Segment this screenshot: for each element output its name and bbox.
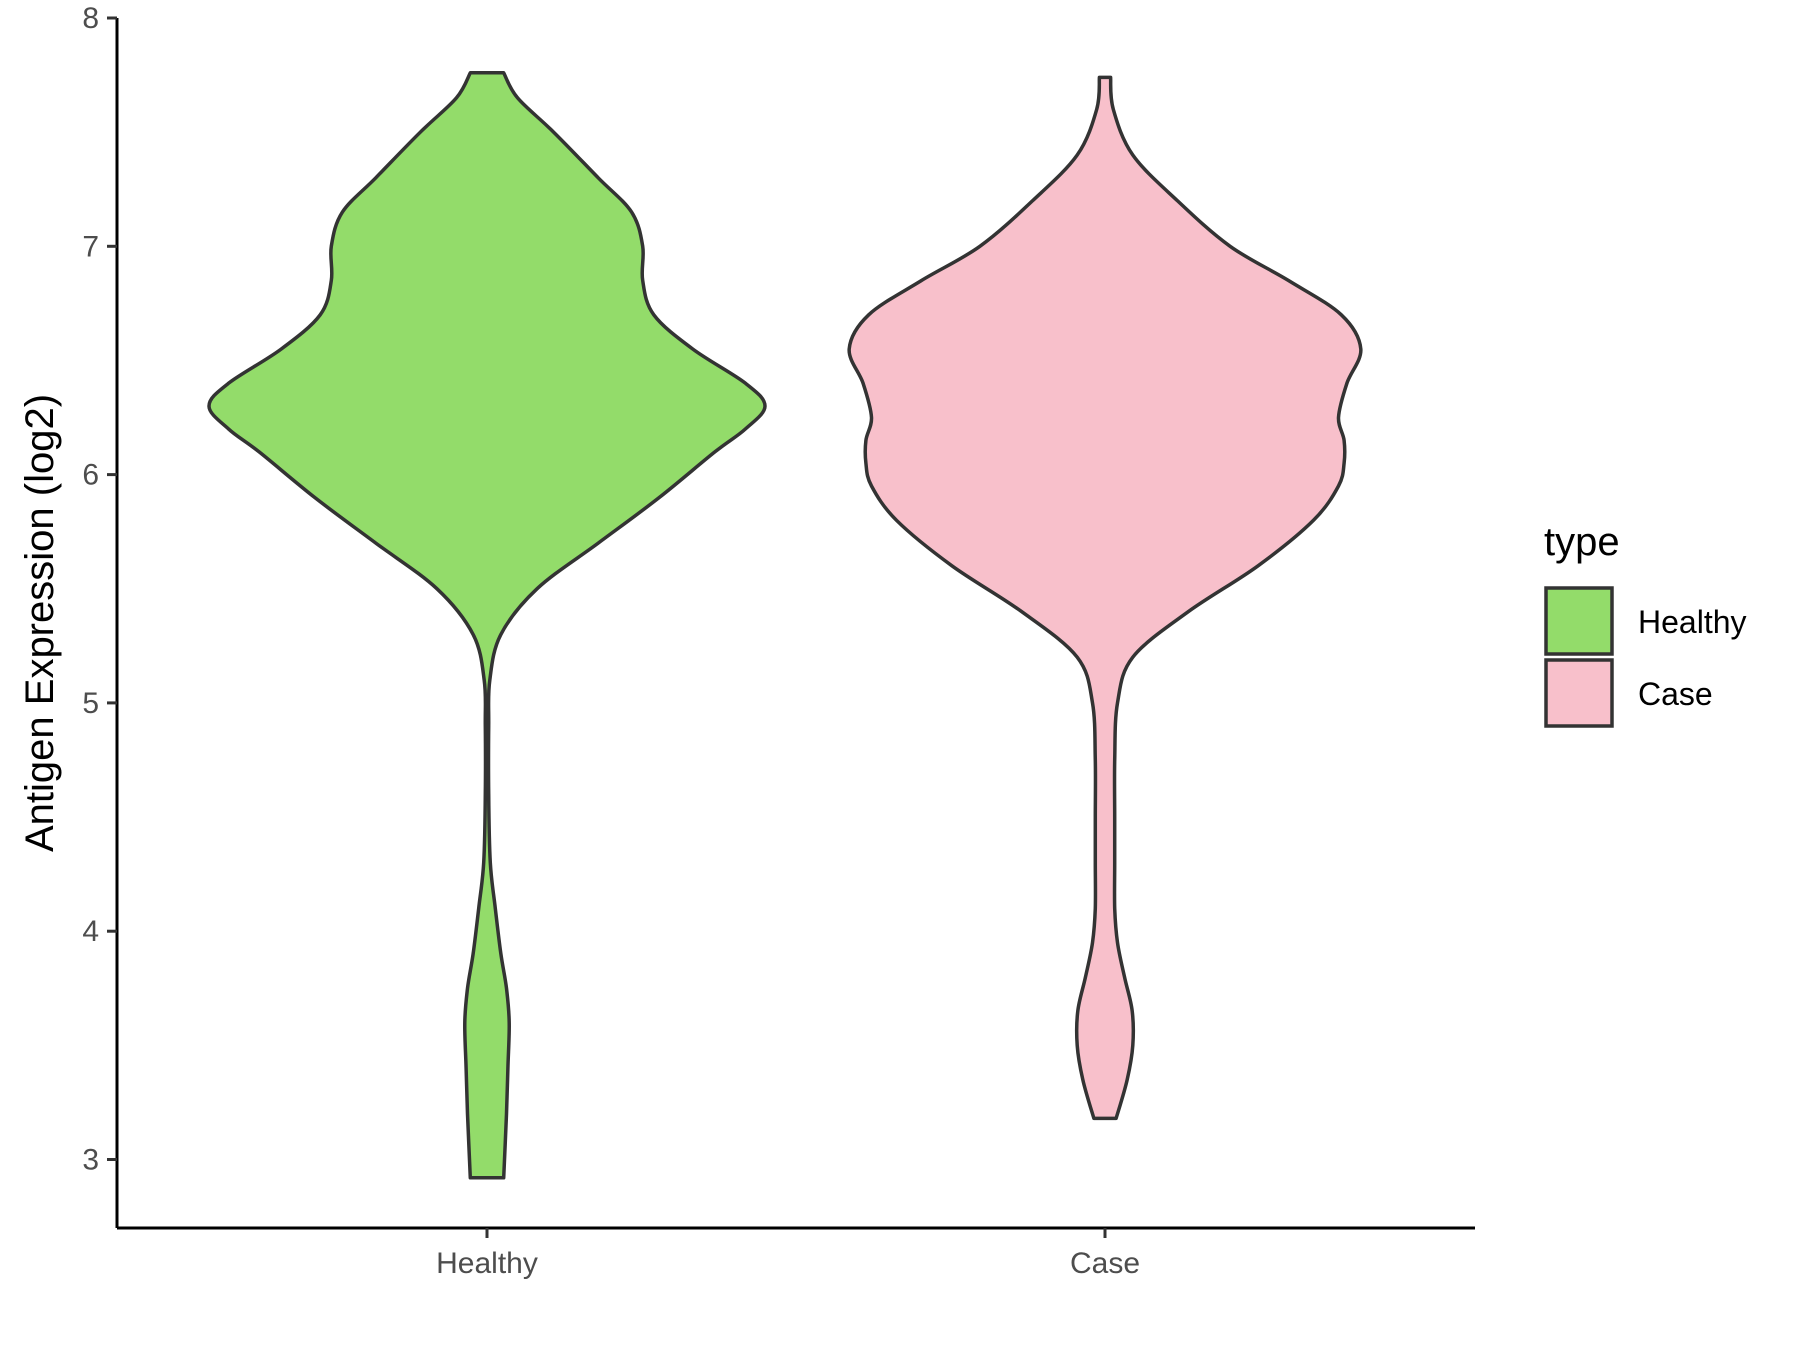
- y-tick-label: 7: [82, 230, 99, 263]
- x-tick-label-healthy: Healthy: [436, 1247, 538, 1280]
- legend: type Healthy Case: [1544, 520, 1747, 728]
- x-axis: Healthy Case: [117, 1226, 1475, 1280]
- violin-healthy: [207, 71, 767, 1180]
- violin-case: [847, 75, 1363, 1121]
- violin-layer: [207, 71, 1363, 1180]
- y-tick-label: 4: [82, 915, 99, 948]
- y-tick-label: 5: [82, 687, 99, 720]
- legend-swatch-healthy: [1544, 586, 1614, 656]
- y-axis: 3 4 5 6 7 8: [82, 2, 119, 1228]
- y-tick-label: 3: [82, 1144, 99, 1177]
- legend-label-healthy: Healthy: [1638, 604, 1747, 640]
- y-tick-label: 6: [82, 459, 99, 492]
- legend-title: type: [1544, 520, 1620, 564]
- legend-label-case: Case: [1638, 676, 1713, 712]
- legend-swatch-case: [1544, 658, 1614, 728]
- x-tick-label-case: Case: [1070, 1247, 1140, 1280]
- y-tick-label: 8: [82, 2, 99, 35]
- y-axis-title: Antigen Expression (log2): [18, 394, 62, 852]
